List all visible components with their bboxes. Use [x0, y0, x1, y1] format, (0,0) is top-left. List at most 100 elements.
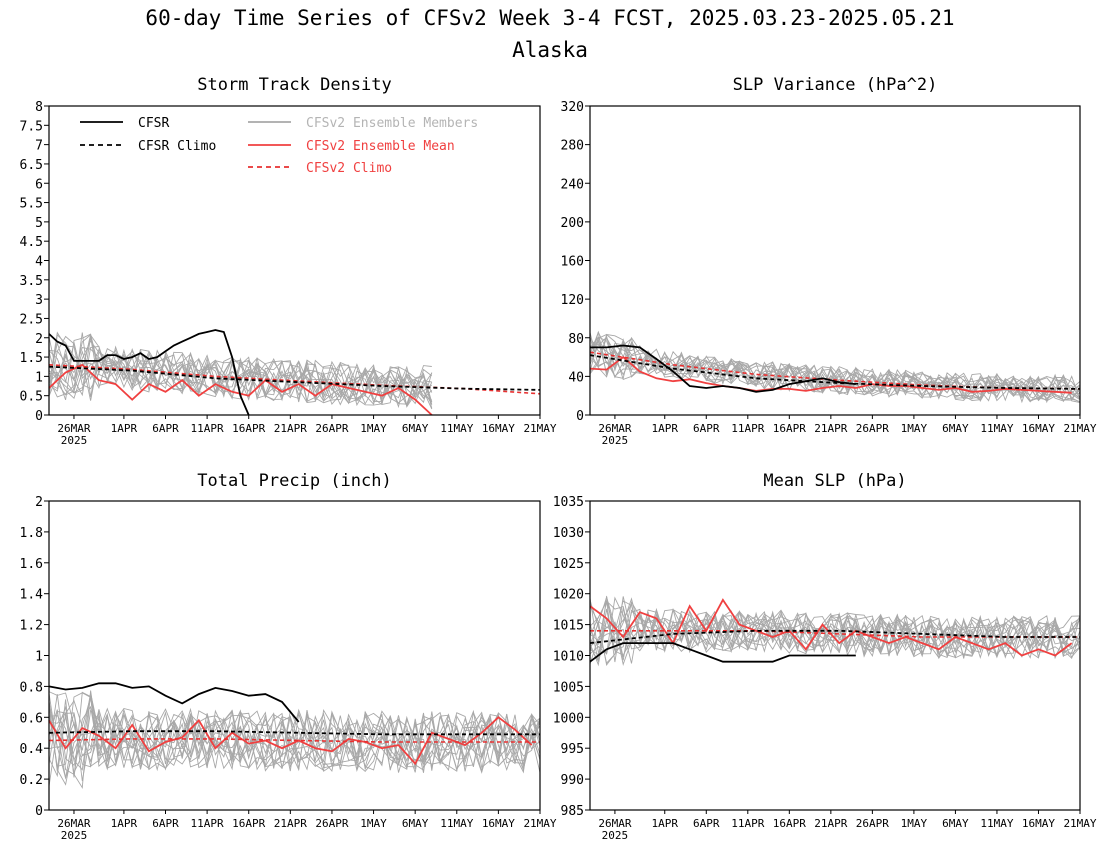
plot-frame: [589, 500, 1081, 811]
x-tick-label: 11MAY: [980, 422, 1013, 435]
cfsr-line: [589, 642, 856, 663]
legend-ens-members-label: CFSv2 Ensemble Members: [306, 116, 478, 131]
y-tick-label: 985: [561, 804, 584, 819]
x-year-label: 2025: [61, 434, 88, 447]
ensemble-member-line: [48, 691, 541, 778]
x-tick-label: 21APR: [274, 817, 307, 830]
y-tick-label: 7: [35, 139, 43, 154]
ensemble-member-line: [48, 707, 541, 780]
x-tick-label: 11APR: [731, 422, 764, 435]
y-tick-label: 1.2: [20, 619, 43, 634]
x-tick-label: 1MAY: [360, 422, 387, 435]
x-tick-label: 1APR: [651, 422, 678, 435]
cfsr-line: [590, 344, 856, 393]
x-year-label: 2025: [61, 829, 88, 842]
legend-cfsr-label: CFSR: [138, 116, 169, 131]
x-tick-label: 6MAY: [942, 422, 969, 435]
y-tick-label: 1.4: [20, 588, 44, 603]
x-tick-label: 6APR: [693, 817, 720, 830]
ensemble-member-line: [48, 335, 433, 409]
y-tick-label: 4: [35, 255, 43, 270]
ensemble-member-line: [589, 341, 1081, 404]
ensemble-member-line: [589, 341, 1081, 403]
x-tick-label: 6APR: [152, 817, 179, 830]
cfsr-climo-line: [589, 354, 1081, 390]
plot-frame: [48, 105, 541, 416]
x-tick-label: 21MAY: [523, 817, 556, 830]
x-year-label: 2025: [602, 829, 629, 842]
y-tick-label: 4.5: [20, 235, 43, 250]
y-tick-label: 1030: [553, 526, 584, 541]
ensemble-member-line: [589, 596, 1081, 660]
x-tick-label: 21APR: [814, 817, 847, 830]
cfsr-line: [48, 682, 300, 723]
cfsr-climo-line: [48, 730, 540, 736]
x-tick-label: 21MAY: [1063, 422, 1096, 435]
x-tick-label: 16MAY: [1022, 817, 1055, 830]
y-tick-label: 0: [35, 409, 43, 424]
y-tick-label: 1000: [553, 711, 584, 726]
plot-frame: [48, 500, 541, 811]
x-tick-label: 11MAY: [980, 817, 1013, 830]
cfsv2-climo-line: [589, 351, 1081, 390]
x-tick-label: 1APR: [111, 817, 138, 830]
y-tick-label: 1025: [553, 557, 584, 572]
ensemble-member-line: [589, 600, 1081, 666]
x-tick-label: 26APR: [856, 422, 889, 435]
x-tick-label: 1APR: [651, 817, 678, 830]
y-tick-label: 0.8: [20, 680, 43, 695]
x-tick-label: 21MAY: [1063, 817, 1096, 830]
ensemble-member-line: [589, 338, 1081, 404]
x-tick-label: 16MAY: [482, 422, 515, 435]
y-tick-label: 0.5: [20, 390, 43, 405]
x-tick-label: 16APR: [773, 817, 806, 830]
ensemble-mean-line: [589, 355, 1072, 394]
y-tick-label: 1.6: [20, 557, 43, 572]
y-tick-label: 1020: [553, 588, 584, 603]
y-tick-label: 3: [35, 293, 43, 308]
x-year-label: 2025: [602, 434, 629, 447]
chart-panel-1: SLP Variance (hPa^2) 0 40 80 120 160 200 240 280…: [561, 75, 1097, 447]
x-tick-label: 26MAR: [57, 817, 90, 830]
x-tick-label: 11APR: [731, 817, 764, 830]
ensemble-member-line: [48, 340, 433, 409]
ensemble-member-line: [48, 692, 541, 772]
y-tick-label: 2: [35, 332, 43, 347]
x-tick-label: 21APR: [274, 422, 307, 435]
x-tick-label: 26MAR: [57, 422, 90, 435]
y-tick-label: 990: [561, 773, 584, 788]
y-tick-label: 6.5: [20, 158, 43, 173]
legend-cfsv2-climo-label: CFSv2 Climo: [306, 161, 392, 176]
y-tick-label: 160: [561, 255, 584, 270]
y-tick-label: 2: [35, 495, 43, 510]
ensemble-member-line: [48, 701, 541, 782]
ensemble-mean-line: [48, 716, 533, 766]
cfsr-climo-line: [48, 365, 541, 391]
x-tick-label: 11MAY: [440, 422, 473, 435]
x-tick-label: 21MAY: [523, 422, 556, 435]
cfsr-line: [48, 329, 250, 416]
y-tick-label: 0.6: [20, 711, 43, 726]
chart-panel-2: Total Precip (inch) 0 0.2 0.4 0.6 0.8 1 1.2 1.4 1…: [20, 471, 557, 842]
y-tick-label: 995: [561, 742, 584, 757]
x-tick-label: 26APR: [315, 817, 348, 830]
y-tick-label: 40: [568, 370, 584, 385]
y-tick-label: 0.4: [20, 742, 44, 757]
x-tick-label: 1APR: [111, 422, 138, 435]
panel-title: Total Precip (inch): [197, 471, 391, 491]
chart-panel-3: Mean SLP (hPa) 985 990 995 1000 1005 1010 1015 1…: [553, 471, 1097, 842]
x-tick-label: 26APR: [856, 817, 889, 830]
x-tick-label: 11APR: [191, 422, 224, 435]
cfsv2-climo-line: [48, 738, 540, 743]
y-tick-label: 8: [35, 100, 43, 115]
y-tick-label: 6: [35, 177, 43, 192]
x-tick-label: 11MAY: [440, 817, 473, 830]
x-tick-label: 26MAR: [598, 817, 631, 830]
x-tick-label: 16MAY: [482, 817, 515, 830]
x-tick-label: 16APR: [232, 817, 265, 830]
x-tick-label: 21APR: [814, 422, 847, 435]
ensemble-member-line: [48, 334, 433, 408]
legend-cfsr-climo-label: CFSR Climo: [138, 139, 216, 154]
ensemble-member-line: [48, 331, 433, 401]
